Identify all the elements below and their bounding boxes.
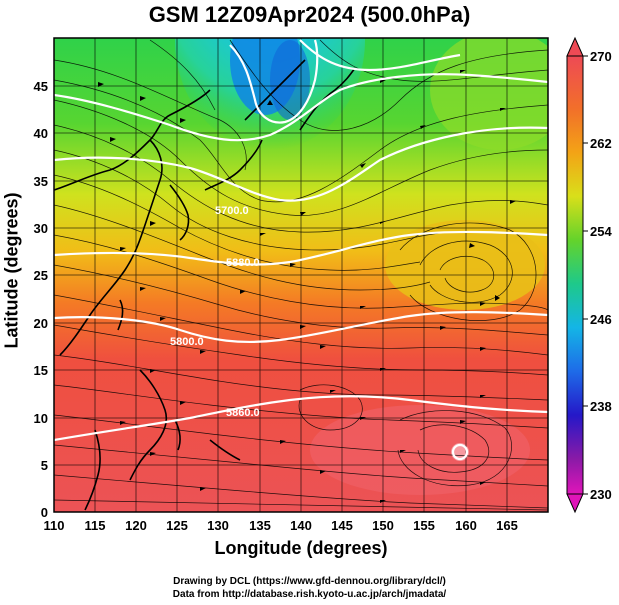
colorbar-tick-label: 238 xyxy=(590,399,612,414)
colorbar: 270 262 254 246 238 230 xyxy=(566,36,612,514)
coastlines xyxy=(54,59,356,511)
colorbar-tick-label: 246 xyxy=(590,312,612,327)
lon-tick-label: 130 xyxy=(207,518,229,533)
lat-tick-label: 0 xyxy=(41,505,48,520)
x-axis-label: Longitude (degrees) xyxy=(214,538,388,558)
colorbar-tick-label: 254 xyxy=(590,224,612,239)
lon-tick-label: 155 xyxy=(413,518,435,533)
wind-arrows xyxy=(98,70,516,503)
colorbar-tick-label: 262 xyxy=(590,136,612,151)
lon-tick-label: 110 xyxy=(44,518,65,533)
lat-tick-label: 45 xyxy=(34,79,48,94)
plot-frame xyxy=(53,37,549,513)
contour-label-2: 5880.0 xyxy=(226,257,260,269)
colorbar-tick-label: 270 xyxy=(590,49,612,64)
lat-tick-label: 15 xyxy=(34,363,48,378)
contour-labels: 5700.0 5880.0 5800.0 5860.0 xyxy=(170,205,260,419)
y-axis: 0 5 10 15 20 25 30 35 40 45 xyxy=(34,79,48,520)
lon-tick-label: 140 xyxy=(290,518,312,533)
lon-tick-label: 160 xyxy=(455,518,477,533)
lat-tick-label: 5 xyxy=(41,458,48,473)
y-axis-label: Latitude (degrees) xyxy=(1,192,22,349)
lon-tick-label: 120 xyxy=(125,518,147,533)
lat-tick-label: 40 xyxy=(34,126,48,141)
lon-tick-label: 125 xyxy=(166,518,188,533)
x-axis: 110 115 120 125 130 135 140 145 150 155 … xyxy=(44,518,518,533)
credit-data: Data from http://database.rish.kyoto-u.a… xyxy=(172,589,447,600)
lat-tick-label: 10 xyxy=(34,411,48,426)
lon-tick-label: 150 xyxy=(372,518,394,533)
contour-label-1: 5700.0 xyxy=(215,205,249,217)
colorbar-tick-label: 230 xyxy=(590,487,612,502)
lon-tick-label: 145 xyxy=(331,518,353,533)
lat-tick-label: 20 xyxy=(34,316,48,331)
lon-tick-label: 165 xyxy=(496,518,518,533)
contour-label-3: 5800.0 xyxy=(170,336,204,348)
lon-tick-label: 115 xyxy=(85,518,106,533)
lat-tick-label: 35 xyxy=(34,174,48,189)
lat-tick-label: 30 xyxy=(34,221,48,236)
contour-label-4: 5860.0 xyxy=(226,407,260,419)
credit-drawing: Drawing by DCL (https://www.gfd-dennou.o… xyxy=(173,576,446,587)
height-contours xyxy=(54,39,548,461)
lat-tick-label: 25 xyxy=(34,268,48,283)
lon-tick-label: 135 xyxy=(249,518,271,533)
chart-title: GSM 12Z09Apr2024 (500.0hPa) xyxy=(148,2,471,27)
